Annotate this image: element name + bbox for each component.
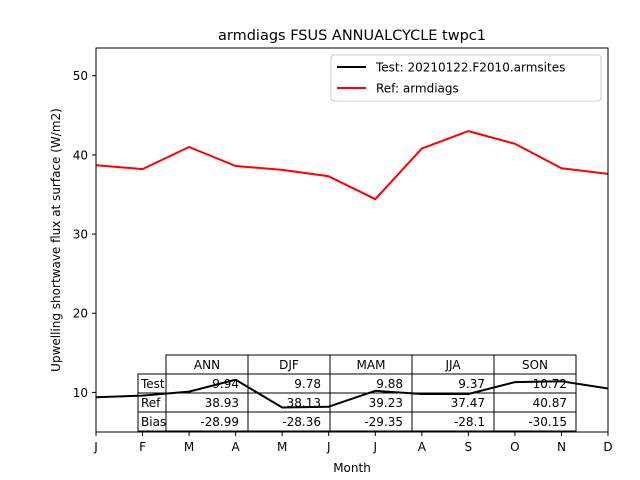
series-line-0 <box>95 378 609 409</box>
plot-series <box>95 130 609 409</box>
table-cell-value: 37.47 <box>451 396 485 410</box>
x-tick-label: N <box>557 440 566 454</box>
table-cell-value: 9.94 <box>212 377 239 391</box>
y-tick-label: 40 <box>73 148 88 162</box>
chart-title: armdiags FSUS ANNUALCYCLE twpc1 <box>218 28 486 44</box>
table-cell-value: 9.78 <box>294 377 321 391</box>
table-cell-value: -28.99 <box>200 415 239 429</box>
table-cell-value: -30.15 <box>528 415 567 429</box>
y-ticks: 10 20 30 40 50 <box>73 69 96 400</box>
plot-frame <box>95 47 609 433</box>
x-tick-label: D <box>603 440 612 454</box>
table-row-label: Ref <box>141 396 161 410</box>
table-cell-value: 9.88 <box>376 377 403 391</box>
y-tick-label: 20 <box>73 307 88 321</box>
table-column-header: JJA <box>444 358 461 372</box>
table-cell-value: 38.13 <box>287 396 321 410</box>
stats-table: ANN DJF MAM JJA SON Test 9.94 9.78 9.88 9.37 10.72… <box>137 354 577 432</box>
x-tick-label: S <box>465 440 473 454</box>
x-tick-label: O <box>510 440 519 454</box>
table-cell-value: -29.35 <box>364 415 403 429</box>
x-axis-label: Month <box>333 461 371 475</box>
table-cell-value: -28.36 <box>282 415 321 429</box>
x-tick-label: F <box>139 440 146 454</box>
x-tick-label: J <box>93 440 98 454</box>
x-tick-label: J <box>326 440 331 454</box>
table-column-header: DJF <box>279 358 299 372</box>
legend-box <box>330 54 602 102</box>
x-tick-label: J <box>372 440 377 454</box>
table-row-label: Test <box>140 377 165 391</box>
x-tick-label: M <box>184 440 194 454</box>
y-tick-label: 10 <box>73 386 88 400</box>
table-cell-value: 40.87 <box>533 396 567 410</box>
y-axis-label: Upwelling shortwave flux at surface (W/m… <box>49 108 63 372</box>
table-cell-value: -28.1 <box>454 415 485 429</box>
series-line-1 <box>95 130 609 201</box>
legend: Test: 20210122.F2010.armsites Ref: armdia… <box>330 54 602 102</box>
legend-label: Ref: armdiags <box>376 82 459 96</box>
x-tick-label: A <box>232 440 241 454</box>
table-column-header: ANN <box>194 358 220 372</box>
legend-label: Test: 20210122.F2010.armsites <box>375 61 565 75</box>
table-cell-value: 38.93 <box>205 396 239 410</box>
table-cell <box>493 411 577 432</box>
table-cell-value: 39.23 <box>369 396 403 410</box>
x-tick-label: M <box>277 440 287 454</box>
table-row-label: Bias <box>141 415 166 429</box>
table-cell-value: 10.72 <box>533 377 567 391</box>
table-cell-value: 9.37 <box>458 377 485 391</box>
x-tick-label: A <box>418 440 427 454</box>
y-tick-label: 50 <box>73 69 88 83</box>
y-tick-label: 30 <box>73 228 88 242</box>
table-column-header: SON <box>522 358 548 372</box>
table-column-header: MAM <box>357 358 386 372</box>
